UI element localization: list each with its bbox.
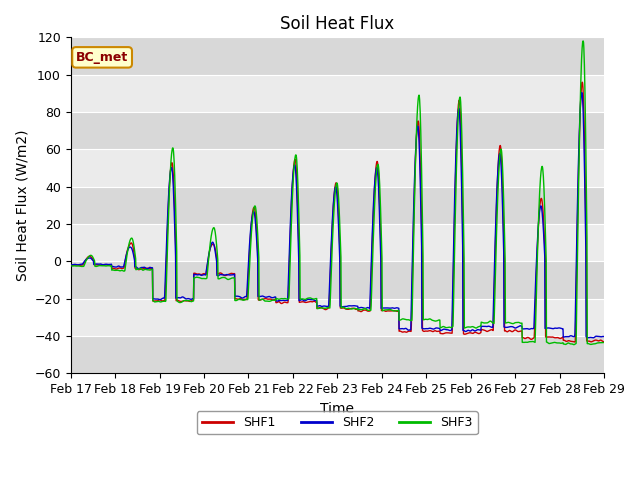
SHF2	[241, 294, 249, 300]
SHF3	[522, 339, 530, 345]
SHF2	[234, 293, 242, 299]
SHF3	[600, 339, 608, 345]
Bar	[70, 149, 604, 187]
X-axis label: Time: Time	[321, 402, 355, 416]
SHF2	[67, 262, 74, 268]
SHF1	[346, 306, 353, 312]
Bar	[70, 187, 604, 224]
SHF1	[579, 79, 586, 85]
SHF1	[600, 339, 608, 345]
SHF1	[241, 297, 249, 302]
SHF2	[346, 303, 353, 309]
Bar	[70, 299, 604, 336]
SHF2	[578, 90, 586, 96]
SHF1	[226, 271, 234, 277]
SHF3	[579, 38, 587, 44]
SHF3	[234, 297, 242, 302]
Title: Soil Heat Flux: Soil Heat Flux	[280, 15, 394, 33]
Bar	[70, 261, 604, 299]
Text: BC_met: BC_met	[76, 51, 128, 64]
SHF1	[596, 337, 604, 343]
SHF1	[522, 336, 530, 341]
SHF2	[596, 334, 604, 339]
Bar	[70, 224, 604, 261]
SHF3	[346, 305, 353, 311]
Bar	[70, 37, 604, 75]
Line: SHF2: SHF2	[70, 93, 604, 338]
SHF3	[596, 340, 604, 346]
SHF2	[226, 272, 234, 278]
SHF1	[67, 262, 74, 268]
SHF2	[600, 334, 608, 339]
SHF1	[571, 339, 579, 345]
Bar	[70, 112, 604, 149]
Line: SHF1: SHF1	[70, 82, 604, 342]
Line: SHF3: SHF3	[70, 41, 604, 345]
Bar	[70, 336, 604, 373]
SHF3	[241, 297, 249, 303]
SHF3	[226, 276, 234, 282]
SHF2	[522, 326, 530, 332]
SHF3	[67, 263, 74, 269]
SHF1	[234, 297, 242, 302]
SHF3	[570, 342, 578, 348]
SHF2	[589, 335, 597, 341]
Legend: SHF1, SHF2, SHF3: SHF1, SHF2, SHF3	[197, 411, 478, 434]
Y-axis label: Soil Heat Flux (W/m2): Soil Heat Flux (W/m2)	[15, 130, 29, 281]
Bar	[70, 75, 604, 112]
